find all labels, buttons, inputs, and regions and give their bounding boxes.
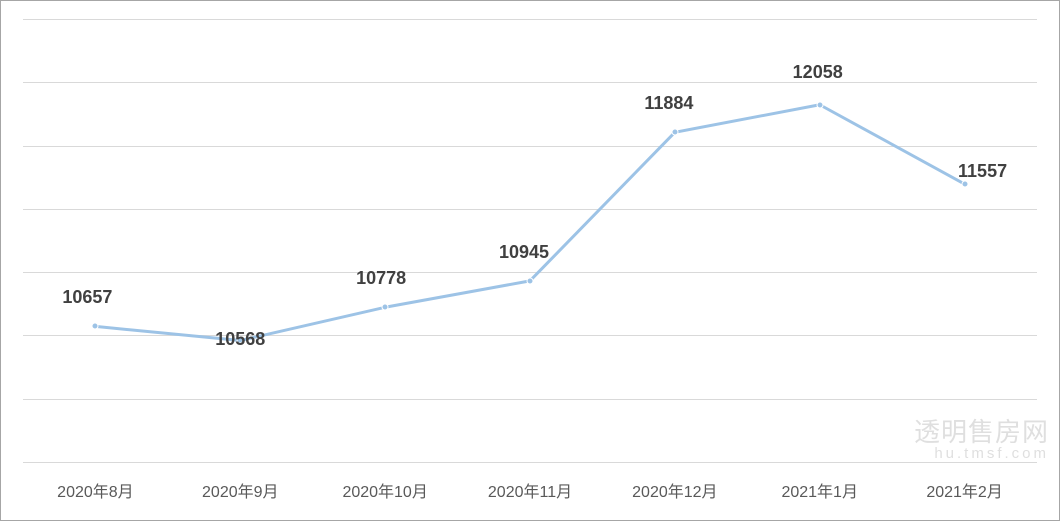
data-point (671, 129, 678, 136)
data-label: 10945 (499, 242, 549, 271)
x-axis-label: 2021年2月 (926, 478, 1003, 502)
data-point (382, 304, 389, 311)
data-label: 11884 (644, 93, 693, 122)
data-point (527, 277, 534, 284)
x-axis-label: 2020年8月 (57, 478, 134, 502)
x-axis-label: 2020年10月 (342, 478, 427, 502)
line-path (95, 105, 964, 341)
x-axis: 2020年8月 2020年9月 2020年10月 2020年11月 2020年12月 20… (23, 462, 1037, 520)
plot-area: 10657 10568 10778 10945 11884 12058 11557 (23, 19, 1037, 462)
x-axis-label: 2020年11月 (488, 478, 572, 502)
data-label: 10778 (356, 268, 406, 297)
data-label: 10568 (215, 329, 265, 358)
data-label: 12058 (793, 62, 843, 91)
x-axis-label: 2020年12月 (632, 478, 717, 502)
line-chart: 10657 10568 10778 10945 11884 12058 11557 2020… (0, 0, 1060, 521)
line-series (23, 19, 1037, 462)
data-label: 11557 (958, 161, 1007, 190)
x-axis-label: 2021年1月 (781, 478, 858, 502)
data-point (92, 323, 99, 330)
data-label: 10657 (62, 287, 112, 316)
x-axis-label: 2020年9月 (202, 478, 279, 502)
data-point (816, 101, 823, 108)
